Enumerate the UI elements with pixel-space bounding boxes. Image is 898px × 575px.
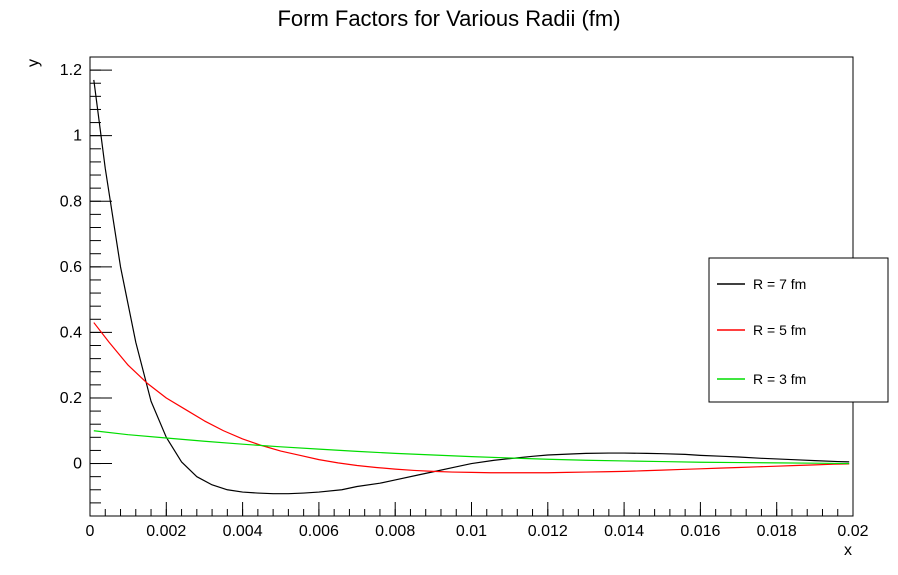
axis-ticks: 0 0.002 0.004 0.006 0.008 0.01 0.012 0.014 0.016… — [60, 56, 869, 540]
y-axis-label: y — [25, 59, 42, 67]
legend: R = 7 fm R = 5 fm R = 3 fm — [708, 257, 889, 403]
y-tick-label: 1 — [73, 128, 82, 145]
x-tick-label: 0.002 — [146, 523, 186, 540]
y-tick-label: 0.6 — [60, 259, 82, 276]
x-tick-label: 0.018 — [757, 523, 797, 540]
legend-entry-label: R = 3 fm — [753, 371, 806, 387]
x-tick-label: 0.016 — [680, 523, 720, 540]
chart-title: Form Factors for Various Radii (fm) — [277, 6, 620, 31]
series-line-1 — [93, 79, 850, 495]
legend-box — [708, 257, 889, 403]
x-tick-label: 0.006 — [299, 523, 339, 540]
series-line-2 — [93, 322, 850, 474]
x-tick-label: 0.02 — [837, 523, 868, 540]
x-tick-label: 0.01 — [456, 523, 487, 540]
x-tick-label: 0.012 — [528, 523, 568, 540]
x-tick-label: 0.004 — [223, 523, 263, 540]
series-lines — [93, 79, 850, 495]
x-tick-label: 0.014 — [604, 523, 644, 540]
y-tick-label: 0.4 — [60, 324, 82, 341]
x-tick-label: 0.008 — [375, 523, 415, 540]
x-axis-label: x — [844, 542, 852, 559]
y-tick-label: 0.8 — [60, 193, 82, 210]
x-tick-label: 0 — [86, 523, 95, 540]
y-tick-label: 0.2 — [60, 390, 82, 407]
legend-entry-label: R = 7 fm — [753, 276, 806, 292]
series-line-3 — [93, 430, 850, 465]
y-tick-label: 1.2 — [60, 62, 82, 79]
y-tick-label: 0 — [73, 456, 82, 473]
legend-entry-label: R = 5 fm — [753, 322, 806, 338]
